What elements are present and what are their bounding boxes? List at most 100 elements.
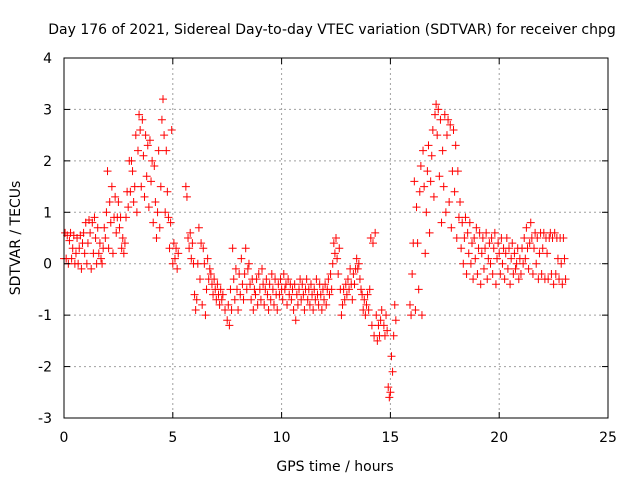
data-point-marker (80, 249, 89, 258)
data-point-marker (440, 110, 449, 119)
data-point-marker (164, 213, 173, 222)
data-point-marker (95, 239, 104, 248)
data-point-marker (128, 167, 137, 176)
data-point-marker (243, 264, 252, 273)
data-point-marker (188, 239, 197, 248)
data-point-marker (312, 275, 321, 284)
data-point-marker (537, 270, 546, 278)
data-point-marker (371, 228, 380, 237)
data-point-marker (460, 234, 469, 242)
data-point-marker (291, 316, 300, 325)
data-point-marker (558, 280, 567, 289)
data-point-marker (364, 306, 373, 314)
data-point-marker (544, 275, 553, 284)
data-point-marker (241, 244, 250, 253)
data-point-marker (488, 270, 497, 278)
data-point-marker (256, 295, 265, 304)
data-point-marker (442, 131, 451, 140)
data-point-marker (152, 234, 161, 242)
data-point-marker (550, 228, 559, 237)
data-point-marker (184, 234, 193, 242)
data-point-marker (231, 264, 240, 273)
data-point-marker (509, 270, 518, 278)
data-point-marker (470, 234, 479, 242)
data-point-marker (504, 244, 513, 253)
data-point-marker (380, 331, 389, 340)
data-point-marker (489, 244, 498, 253)
data-point-marker (205, 264, 214, 273)
data-point-marker (366, 234, 375, 242)
data-point-marker (468, 239, 476, 248)
data-point-marker (202, 285, 211, 294)
data-point-marker (437, 218, 446, 227)
data-point-marker (298, 280, 307, 289)
data-point-marker (311, 295, 320, 304)
data-point-marker (423, 167, 432, 176)
data-point-marker (143, 141, 152, 150)
data-point-marker (246, 280, 255, 289)
data-point-marker (390, 300, 399, 309)
data-point-marker (330, 249, 339, 258)
data-point-marker (363, 290, 372, 299)
data-point-marker (483, 275, 492, 284)
x-tick-label: 25 (599, 430, 617, 446)
data-point-marker (106, 218, 115, 227)
data-point-marker (506, 280, 515, 289)
data-point-marker (354, 259, 363, 268)
data-point-marker (368, 239, 377, 248)
data-point-marker (149, 218, 158, 227)
x-tick-label: 5 (168, 430, 177, 446)
data-point-marker (266, 295, 275, 304)
data-point-marker (192, 295, 201, 304)
data-point-marker (224, 300, 233, 309)
data-point-marker (405, 300, 414, 309)
data-point-marker (425, 228, 434, 237)
data-point-marker (280, 285, 289, 294)
data-point-marker (391, 316, 400, 325)
data-point-marker (471, 254, 480, 263)
data-point-marker (521, 254, 530, 263)
data-point-marker (494, 239, 503, 248)
data-point-marker (166, 218, 175, 227)
data-point-marker (160, 131, 169, 140)
data-point-marker (305, 300, 314, 309)
data-point-marker (115, 223, 124, 232)
data-point-marker (306, 280, 315, 289)
data-point-marker (314, 300, 323, 309)
data-point-marker (163, 187, 172, 196)
data-point-marker (234, 306, 243, 314)
data-point-marker (293, 300, 302, 309)
x-tick-label: 10 (273, 430, 291, 446)
data-point-marker (436, 115, 445, 124)
data-point-marker (161, 208, 170, 217)
data-point-marker (267, 270, 276, 278)
data-point-marker (181, 182, 190, 191)
data-point-marker (86, 228, 95, 237)
data-point-marker (372, 311, 381, 320)
data-point-marker (478, 234, 487, 242)
data-point-marker (535, 249, 544, 258)
data-point-marker (383, 326, 392, 335)
data-point-marker (377, 306, 386, 314)
data-point-marker (264, 306, 273, 314)
data-point-marker (321, 280, 330, 289)
data-point-marker (449, 126, 458, 134)
data-point-marker (119, 249, 128, 258)
data-point-marker (167, 126, 176, 134)
data-point-marker (122, 213, 131, 222)
data-point-marker (388, 367, 397, 376)
data-point-marker (329, 239, 338, 248)
y-tick-label: 4 (43, 51, 52, 67)
data-point-marker (461, 213, 470, 222)
data-point-marker (136, 126, 145, 134)
data-point-marker (218, 290, 227, 299)
data-point-marker (469, 275, 478, 284)
data-point-marker (129, 198, 138, 206)
data-point-marker (498, 259, 507, 268)
data-point-marker (324, 275, 333, 284)
data-point-marker (201, 311, 210, 320)
data-point-marker (438, 146, 447, 155)
data-point-marker (232, 285, 241, 294)
data-point-marker (230, 295, 239, 304)
